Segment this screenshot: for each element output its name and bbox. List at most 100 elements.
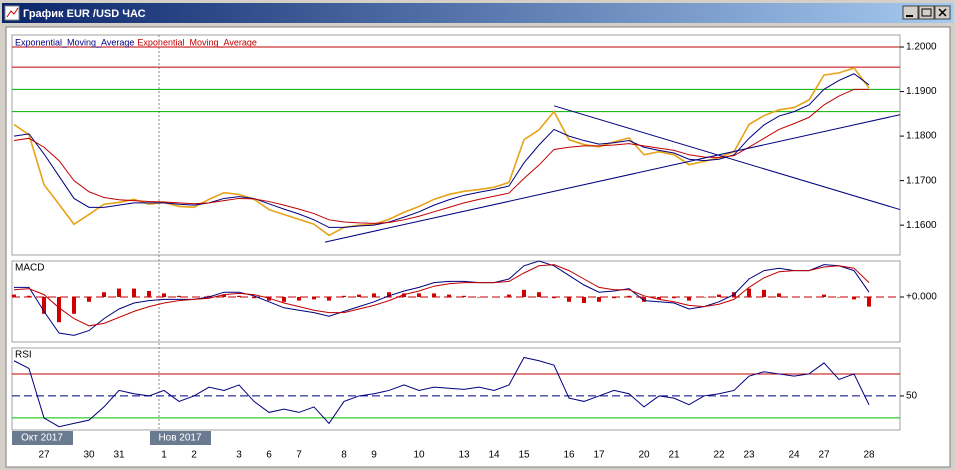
histogram-bar [57, 297, 61, 323]
x-tick-label: 31 [113, 450, 125, 461]
histogram-bar [822, 294, 826, 297]
histogram-bar [462, 295, 466, 297]
trend-line [553, 105, 901, 211]
y-tick-label: 1.1700 [906, 175, 937, 186]
x-tick-label: 21 [668, 450, 680, 461]
macd-panel [11, 260, 901, 343]
histogram-bar [597, 297, 601, 302]
x-tick-label: 8 [341, 450, 347, 461]
histogram-bar [252, 297, 256, 299]
histogram-bar [627, 295, 631, 297]
maximize-glyph [921, 8, 932, 17]
histogram-bar [27, 295, 31, 297]
window-buttons[interactable] [902, 5, 951, 20]
histogram-bar [207, 295, 211, 297]
x-tick-label: 17 [593, 450, 605, 461]
histogram-bar [447, 294, 451, 297]
histogram-bar [642, 297, 646, 302]
histogram-bar [117, 288, 121, 297]
title-bar [2, 3, 953, 23]
histogram-bar [807, 297, 811, 298]
histogram-bar [312, 297, 316, 300]
histogram-bar [327, 297, 331, 301]
histogram-bar [867, 297, 871, 307]
x-tick-label: 30 [83, 450, 95, 461]
y-tick-label: 1.1600 [906, 220, 937, 231]
x-tick-label: 10 [413, 450, 425, 461]
y-tick-label: 1.1800 [906, 131, 937, 142]
histogram-bar [672, 297, 676, 299]
histogram-bar [717, 294, 721, 297]
histogram-bar [267, 297, 271, 301]
y-tick-label: +0.000 [906, 292, 937, 303]
x-tick-label: 20 [638, 450, 650, 461]
x-tick-label: 24 [788, 450, 800, 461]
x-tick-label: 7 [296, 450, 302, 461]
window-title: График EUR /USD ЧАС [23, 8, 146, 20]
maximize-button[interactable] [918, 5, 935, 20]
series-line [13, 264, 870, 327]
histogram-bar [777, 293, 781, 297]
histogram-bar [222, 294, 226, 297]
close-glyph [938, 8, 947, 17]
series-line [14, 260, 870, 336]
panel-title: RSI [15, 350, 32, 361]
price-panel [11, 34, 901, 256]
histogram-bar [42, 297, 46, 314]
histogram-bar [657, 297, 661, 300]
legend-entry: Exponential_Moving_Average [137, 37, 256, 47]
histogram-bar [702, 297, 706, 298]
legend-entry: Exponential_Moving_Average [15, 37, 134, 47]
x-tick-label: 3 [236, 450, 242, 461]
histogram-bar [102, 292, 106, 297]
histogram-bar [432, 293, 436, 297]
histogram-bar [87, 297, 91, 302]
histogram-bar [192, 297, 196, 298]
period-badge [12, 431, 73, 445]
y-tick-label: 1.2000 [906, 42, 937, 53]
x-tick-label: 22 [713, 450, 725, 461]
x-tick-label: 6 [266, 450, 272, 461]
x-tick-label: 23 [743, 450, 755, 461]
x-tick-label: 14 [488, 450, 500, 461]
series-line [13, 356, 870, 428]
histogram-bar [342, 295, 346, 297]
histogram-bar [72, 297, 76, 314]
histogram-bar [237, 295, 241, 297]
x-tick-label: 27 [38, 450, 50, 461]
histogram-bar [507, 294, 511, 297]
histogram-bar [852, 297, 856, 300]
histogram-bar [567, 297, 571, 302]
histogram-bar [282, 297, 286, 302]
period-label: Нов 2017 [158, 433, 202, 444]
y-tick-label: 1.1900 [906, 86, 937, 97]
histogram-bar [582, 297, 586, 303]
histogram-bar [492, 297, 496, 298]
minimize-button[interactable] [902, 5, 919, 20]
histogram-bar [12, 294, 16, 297]
histogram-bar [612, 297, 616, 299]
histogram-bar [417, 293, 421, 297]
period-label: Окт 2017 [21, 433, 63, 444]
trend-line [324, 114, 901, 243]
histogram-bar [762, 289, 766, 297]
histogram-bar [687, 297, 691, 301]
y-tick-label: 50 [906, 391, 918, 402]
window-icon-glyph [6, 7, 19, 18]
histogram-bar [537, 292, 541, 297]
panel-title: MACD [15, 263, 44, 274]
histogram-bar [372, 293, 376, 297]
histogram-bar [792, 297, 796, 298]
x-tick-label: 9 [371, 450, 377, 461]
histogram-bar [522, 289, 526, 297]
histogram-bar [132, 288, 136, 297]
histogram-bar [747, 288, 751, 297]
histogram-bar [477, 297, 481, 298]
histogram-bar [837, 297, 841, 298]
histogram-bar [357, 294, 361, 297]
histogram-bar [147, 291, 151, 297]
histogram-bar [162, 293, 166, 297]
histogram-bar [402, 293, 406, 297]
